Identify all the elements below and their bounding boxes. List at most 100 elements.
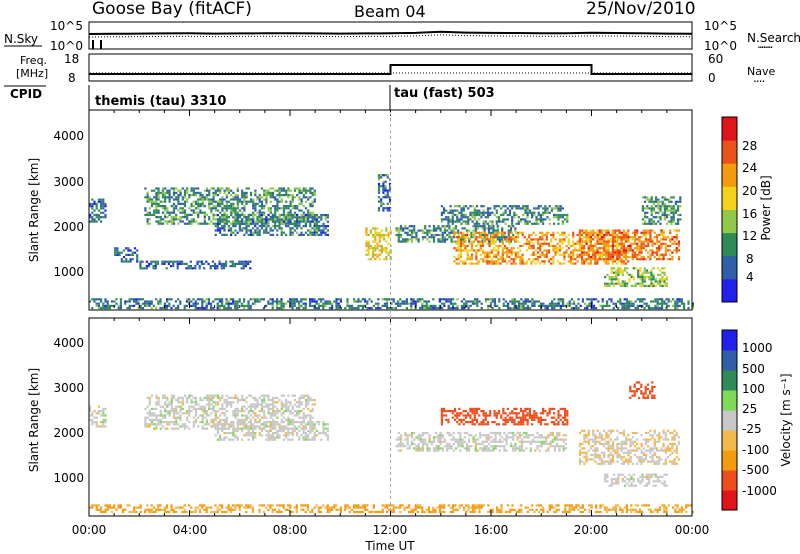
heatmap-cell (517, 222, 520, 225)
heatmap-cell (395, 229, 398, 232)
heatmap-cell (547, 242, 551, 245)
heatmap-cell (282, 231, 285, 234)
heatmap-cell (495, 220, 498, 223)
heatmap-cell (154, 262, 157, 265)
heatmap-cell (475, 249, 478, 252)
heatmap-cell (322, 504, 325, 507)
heatmap-cell (546, 510, 549, 514)
heatmap-cell (568, 504, 571, 507)
heatmap-cell (210, 403, 213, 406)
heatmap-cell (481, 260, 485, 263)
heatmap-cell (611, 231, 614, 234)
heatmap-cell (260, 196, 264, 199)
heatmap-cell (617, 504, 620, 507)
heatmap-cell (456, 508, 459, 511)
heatmap-cell (427, 506, 430, 509)
heatmap-cell (510, 251, 513, 254)
heatmap-cell (315, 222, 318, 225)
heatmap-cell (89, 205, 92, 208)
heatmap-cell (241, 229, 244, 232)
heatmap-cell (410, 307, 413, 310)
heatmap-cell (565, 249, 568, 252)
heatmap-cell (460, 213, 463, 217)
heatmap-cell (612, 271, 616, 274)
heatmap-cell (483, 229, 486, 232)
heatmap-cell (364, 508, 367, 511)
heatmap-cell (598, 229, 601, 232)
heatmap-cell (544, 304, 547, 307)
heatmap-cell (298, 216, 301, 219)
heatmap-cell (186, 418, 189, 421)
heatmap-cell (155, 418, 158, 421)
heatmap-cell (530, 240, 533, 243)
heatmap-cell (543, 262, 546, 265)
heatmap-cell (438, 504, 441, 507)
heatmap-cell (236, 196, 239, 199)
heatmap-cell (583, 231, 586, 234)
heatmap-cell (641, 284, 644, 287)
heatmap-cell (457, 255, 460, 259)
heatmap-cell (102, 421, 105, 424)
heatmap-cell (508, 238, 511, 241)
heatmap-cell (643, 302, 646, 305)
heatmap-cell (300, 508, 303, 511)
heatmap-cell (304, 189, 308, 192)
heatmap-cell (137, 300, 140, 303)
heatmap-cell (672, 209, 675, 212)
heatmap-cell (95, 506, 98, 509)
heatmap-cell (243, 227, 246, 230)
heatmap-cell (245, 216, 248, 219)
heatmap-cell (282, 213, 286, 216)
heatmap-cell (580, 255, 584, 259)
power-cbar-tick-4: 4 (746, 270, 754, 284)
heatmap-cell (293, 214, 296, 217)
heatmap-cell (467, 307, 470, 310)
heatmap-cell (122, 260, 126, 263)
heatmap-cell (524, 209, 527, 212)
heatmap-cell (245, 191, 248, 194)
heatmap-cell (177, 209, 180, 212)
heatmap-cell (287, 205, 290, 208)
heatmap-cell (194, 399, 198, 402)
heatmap-cell (449, 220, 452, 223)
heatmap-cell (627, 255, 630, 259)
heatmap-cell (300, 218, 303, 221)
heatmap-cell (386, 202, 389, 205)
heatmap-cell (221, 225, 224, 228)
heatmap-cell (241, 207, 244, 210)
heatmap-cell (221, 233, 224, 236)
heatmap-cell (97, 216, 100, 219)
heatmap-cell (614, 258, 617, 261)
heatmap-cell (247, 405, 250, 408)
heatmap-cell (657, 211, 660, 214)
heatmap-cell (561, 216, 564, 219)
heatmap-cell (441, 504, 444, 507)
heatmap-cell (539, 236, 542, 239)
heatmap-cell (181, 401, 184, 404)
heatmap-cell (370, 510, 373, 514)
heatmap-cell (236, 304, 239, 307)
heatmap-cell (434, 508, 437, 511)
heatmap-cell (631, 238, 634, 241)
heatmap-cell (100, 198, 103, 201)
heatmap-cell (168, 196, 171, 199)
heatmap-cell (165, 260, 168, 263)
heatmap-cell (652, 282, 655, 285)
heatmap-cell (669, 244, 672, 248)
heatmap-cell (466, 244, 469, 248)
heatmap-cell (499, 262, 502, 265)
heatmap-cell (610, 300, 613, 303)
heatmap-cell (97, 298, 100, 301)
heatmap-cell (510, 247, 513, 250)
heatmap-cell (260, 216, 263, 219)
heatmap-cell (473, 249, 476, 252)
heatmap-cell (271, 300, 274, 303)
heatmap-cell (181, 425, 184, 428)
heatmap-cell (669, 229, 672, 232)
heatmap-cell (144, 407, 147, 410)
heatmap-cell (563, 238, 566, 241)
heatmap-cell (179, 396, 182, 399)
heatmap-cell (517, 253, 520, 256)
heatmap-cell (119, 298, 122, 301)
heatmap-cell (419, 229, 422, 232)
